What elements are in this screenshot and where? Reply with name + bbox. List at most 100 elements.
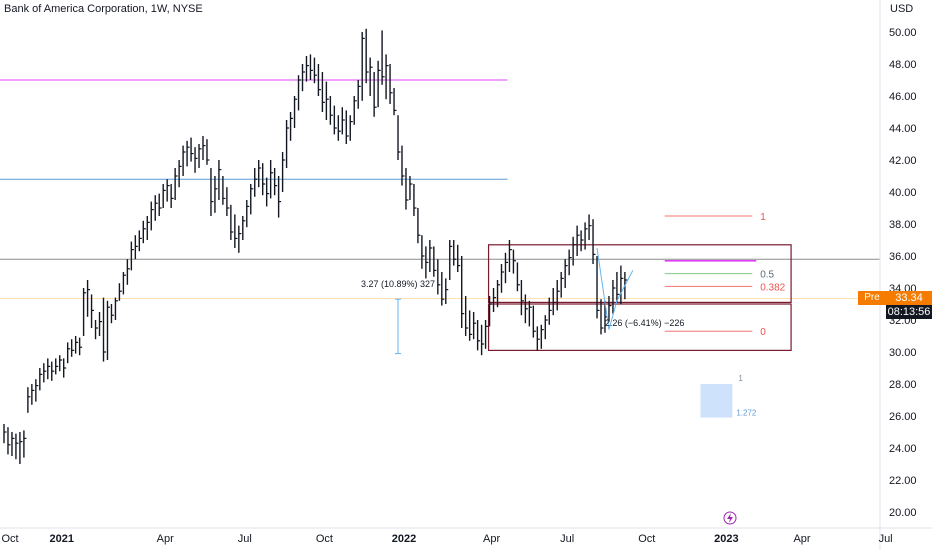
time-tick-label: 2022 xyxy=(392,533,416,545)
ohlc-bar xyxy=(23,430,27,458)
price-tick-label: 36.00 xyxy=(889,251,917,263)
ohlc-bar xyxy=(437,259,441,295)
ohlc-bar xyxy=(265,177,270,207)
ohlc-bar xyxy=(3,424,7,444)
ohlc-bar xyxy=(544,315,548,340)
ohlc-bar xyxy=(102,297,106,362)
ohlc-bar xyxy=(596,256,600,319)
ohlc-bar xyxy=(106,300,110,360)
ohlc-bar xyxy=(166,179,170,202)
lightning-icon xyxy=(723,511,737,525)
ohlc-bar xyxy=(43,363,47,383)
time-tick-label: Apr xyxy=(483,533,500,545)
ohlc-bar xyxy=(520,280,524,316)
ohlc-bar xyxy=(373,72,377,117)
ohlc-bar xyxy=(262,163,266,196)
ohlc-bar xyxy=(126,259,130,285)
ohlc-bar xyxy=(158,193,162,216)
ohlc-bar xyxy=(242,216,246,240)
ohlc-bar xyxy=(297,75,302,111)
ohlc-bar xyxy=(313,57,317,84)
price-tick-label: 22.00 xyxy=(889,475,917,487)
pre-market-badge: Pre xyxy=(858,291,886,305)
ohlc-bar xyxy=(500,264,504,293)
ohlc-bar xyxy=(110,304,114,324)
ohlc-bar xyxy=(317,64,321,96)
ohlc-bar xyxy=(55,358,59,375)
ohlc-bar xyxy=(198,144,202,168)
ohlc-bar xyxy=(476,320,481,351)
fib-level-label: 0.5 xyxy=(760,270,774,281)
ohlc-bar xyxy=(35,379,39,402)
time-tick-label: Oct xyxy=(1,533,18,545)
ohlc-bar xyxy=(39,368,43,391)
time-tick-label: 2023 xyxy=(714,533,738,545)
price-tick-label: 42.00 xyxy=(889,155,917,167)
price-tick-label: 40.00 xyxy=(889,187,917,199)
time-tick-label: Jul xyxy=(879,533,893,545)
ohlc-bar xyxy=(488,296,493,327)
ohlc-bar xyxy=(51,361,55,381)
ohlc-bar xyxy=(329,96,333,125)
fib-level-label: 0.382 xyxy=(760,282,785,293)
ohlc-bar xyxy=(218,160,222,200)
ohlc-bar xyxy=(47,358,51,380)
ohlc-bar xyxy=(576,225,580,256)
ohlc-bar xyxy=(600,299,604,335)
ohlc-bar xyxy=(365,28,369,84)
ohlc-bar xyxy=(413,184,417,216)
last-price-badge: 33.34 xyxy=(886,291,932,305)
ohlc-bar xyxy=(258,160,262,188)
ohlc-bar xyxy=(453,240,457,266)
time-tick-label: Apr xyxy=(157,533,174,545)
ohlc-bar xyxy=(162,184,166,208)
ohlc-bar xyxy=(421,235,425,269)
ohlc-bar xyxy=(190,137,194,162)
ohlc-bar xyxy=(285,120,290,168)
ohlc-bar xyxy=(536,326,540,351)
ohlc-bar xyxy=(445,278,449,304)
fib-level-label: 0 xyxy=(760,327,766,338)
ohlc-bar xyxy=(90,294,95,328)
ohlc-bar xyxy=(15,433,19,460)
ohlc-bar xyxy=(31,384,35,405)
ohlc-bar xyxy=(492,288,497,312)
ohlc-bar xyxy=(122,272,126,295)
ohlc-bar xyxy=(580,230,584,252)
ohlc-bar xyxy=(142,220,146,244)
ohlc-bar xyxy=(464,296,469,336)
price-tick-label: 28.00 xyxy=(889,379,917,391)
ohlc-bar xyxy=(504,252,508,284)
price-change-label: 2.26 (−6.41%) −226 xyxy=(605,318,685,328)
time-axis: Oct 2021 Apr Jul Oct 2022 Apr Jul Oct 2023 Apr Jul xyxy=(0,527,932,545)
horizontal-levels xyxy=(0,79,880,300)
fib-level-label: 1 xyxy=(760,212,766,223)
ohlc-bar xyxy=(472,312,477,340)
ohlc-bar xyxy=(182,145,186,176)
fib-retracement: 1 0.50.382 0 xyxy=(596,212,786,338)
ohlc-bar xyxy=(146,216,150,240)
price-tick-label: 48.00 xyxy=(889,59,917,71)
ohlc-bar xyxy=(405,168,409,210)
price-tick-label: 24.00 xyxy=(889,443,917,455)
ohlc-bar xyxy=(417,208,421,244)
ohlc-bar xyxy=(341,107,345,135)
ohlc-bar xyxy=(516,262,520,292)
time-tick-label: Apr xyxy=(793,533,810,545)
ohlc-bar xyxy=(397,115,401,160)
ohlc-bar xyxy=(186,140,190,167)
ohlc-bar xyxy=(572,236,576,266)
ohlc-bar xyxy=(114,297,118,320)
time-tick-label: Jul xyxy=(560,533,574,545)
ohlc-bar xyxy=(369,57,373,96)
extension-box xyxy=(700,384,733,418)
price-tick-label: 44.00 xyxy=(889,123,917,135)
price-tick-label: 38.00 xyxy=(889,219,917,231)
ohlc-bar xyxy=(94,320,99,340)
time-tick-label: 2021 xyxy=(49,533,73,545)
ohlc-bar xyxy=(254,168,258,197)
ohlc-bar xyxy=(512,249,516,274)
ohlc-bar xyxy=(130,241,134,271)
ohlc-bar xyxy=(353,96,357,125)
